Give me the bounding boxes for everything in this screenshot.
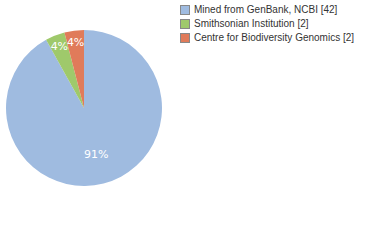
html-text:Smithsonian Institution [2]: Smithsonian Institution [2] [194, 18, 309, 29]
html-text:Centre for Biodiversity Genomi: Centre for Biodiversity Genomics [2] [194, 32, 355, 43]
svg-text:91%: 91% [84, 148, 108, 161]
svg-text:4%: 4% [67, 36, 84, 49]
html-text:Mined from GenBank, NCBI [42]: Mined from GenBank, NCBI [42] [194, 4, 338, 15]
svg-text:4%: 4% [51, 40, 68, 53]
